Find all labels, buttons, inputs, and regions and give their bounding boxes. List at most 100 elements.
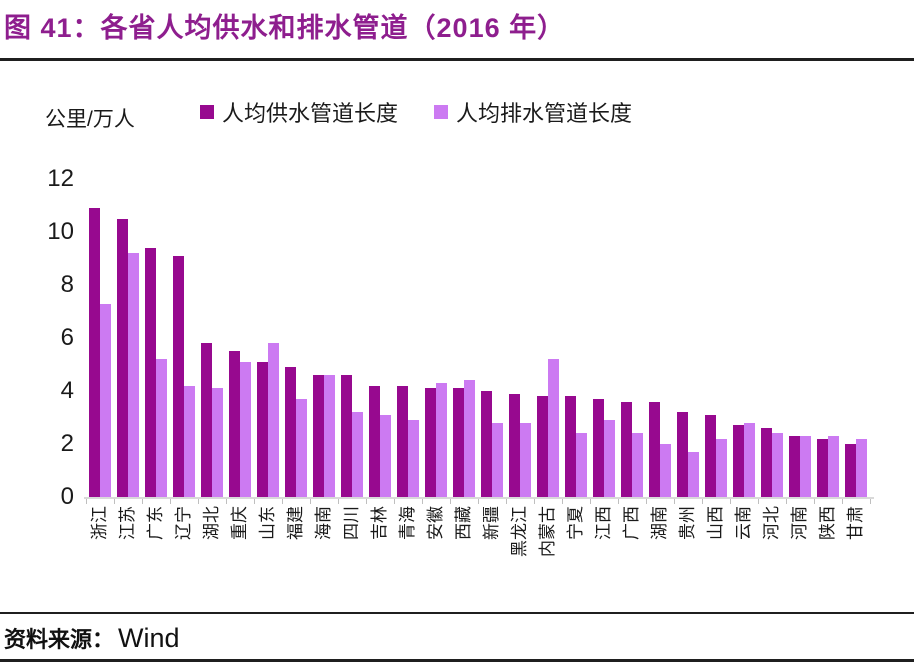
drainage-bar-山西: [716, 439, 727, 497]
drainage-bar-河北: [772, 433, 783, 497]
x-axis-tick: [870, 499, 871, 504]
y-axis-tick-label: 8: [60, 271, 74, 298]
x-axis-tick: [422, 499, 423, 504]
drainage-series-label: 人均排水管道长度: [456, 101, 633, 126]
supply-bar-江西: [593, 399, 604, 497]
legend-item-supply: 人均供水管道长度: [200, 96, 398, 128]
supply-bar-江苏: [117, 219, 128, 497]
x-axis-tick: [170, 499, 171, 504]
drainage-bar-四川: [352, 412, 363, 497]
x-axis-label-福建: 福建: [286, 506, 305, 540]
x-axis-label-河南: 河南: [790, 506, 809, 540]
supply-bar-浙江: [89, 208, 100, 497]
y-axis-tick-label: 6: [60, 324, 74, 351]
x-axis-tick: [646, 499, 647, 504]
drainage-bar-安徽: [436, 383, 447, 497]
drainage-bar-新疆: [492, 423, 503, 497]
x-axis-label-云南: 云南: [734, 506, 753, 540]
x-axis-tick: [366, 499, 367, 504]
supply-bar-宁夏: [565, 396, 576, 497]
x-axis-tick: [142, 499, 143, 504]
x-axis-tick: [702, 499, 703, 504]
x-axis-label-海南: 海南: [314, 506, 333, 540]
y-axis-unit-label: 公里/万人: [45, 108, 135, 131]
x-axis-label-甘肃: 甘肃: [846, 506, 865, 540]
supply-bar-广东: [145, 248, 156, 497]
x-axis-label-江苏: 江苏: [118, 506, 137, 540]
supply-bar-四川: [341, 375, 352, 497]
supply-bar-青海: [397, 386, 408, 497]
drainage-bar-云南: [744, 423, 755, 497]
x-axis-tick: [114, 499, 115, 504]
x-axis-label-贵州: 贵州: [678, 506, 697, 540]
supply-bar-山西: [705, 415, 716, 497]
drainage-bar-广东: [156, 359, 167, 497]
supply-bar-云南: [733, 425, 744, 497]
x-axis-label-青海: 青海: [398, 506, 417, 540]
supply-bar-安徽: [425, 388, 436, 497]
source-label: 资料来源：: [4, 627, 115, 652]
drainage-bar-湖北: [212, 388, 223, 497]
x-axis-label-江西: 江西: [594, 506, 613, 540]
bottom-divider: [0, 659, 914, 662]
x-axis-tick: [338, 499, 339, 504]
supply-bar-湖北: [201, 343, 212, 497]
title-divider: [0, 58, 914, 61]
y-axis-tick-label: 12: [47, 165, 74, 192]
drainage-bar-广西: [632, 433, 643, 497]
x-axis-tick: [394, 499, 395, 504]
footer-divider: [0, 612, 914, 614]
x-axis-tick: [310, 499, 311, 504]
x-axis-tick: [478, 499, 479, 504]
source-note: 资料来源： Wind: [4, 622, 180, 654]
x-axis-label-西藏: 西藏: [454, 506, 473, 540]
drainage-bar-贵州: [688, 452, 699, 497]
x-axis-tick: [254, 499, 255, 504]
drainage-bar-江苏: [128, 253, 139, 497]
x-axis-label-山东: 山东: [258, 506, 277, 540]
x-axis-label-陕西: 陕西: [818, 506, 837, 540]
x-axis-label-浙江: 浙江: [90, 506, 109, 540]
x-axis-tick: [198, 499, 199, 504]
supply-bar-西藏: [453, 388, 464, 497]
supply-bar-福建: [285, 367, 296, 497]
y-axis-tick-label: 0: [60, 483, 74, 510]
drainage-bar-海南: [324, 375, 335, 497]
x-axis-label-广西: 广西: [622, 506, 641, 540]
x-axis-label-内蒙古: 内蒙古: [538, 506, 557, 557]
x-axis-label-重庆: 重庆: [230, 506, 249, 540]
x-axis-label-湖南: 湖南: [650, 506, 669, 540]
x-axis-label-广东: 广东: [146, 506, 165, 540]
figure-title: 图 41：各省人均供水和排水管道（2016 年）: [4, 13, 566, 43]
x-axis-tick: [814, 499, 815, 504]
x-axis-tick: [562, 499, 563, 504]
x-axis-label-河北: 河北: [762, 506, 781, 540]
drainage-bar-甘肃: [856, 439, 867, 497]
supply-bar-河南: [789, 436, 800, 497]
supply-bar-贵州: [677, 412, 688, 497]
drainage-bar-湖南: [660, 444, 671, 497]
x-axis-tick: [534, 499, 535, 504]
supply-bar-内蒙古: [537, 396, 548, 497]
x-axis-label-山西: 山西: [706, 506, 725, 540]
drainage-bar-辽宁: [184, 386, 195, 497]
x-axis-tick: [226, 499, 227, 504]
x-axis-line: [84, 497, 874, 499]
legend-item-drainage: 人均排水管道长度: [434, 96, 632, 128]
x-axis-label-新疆: 新疆: [482, 506, 501, 540]
drainage-bar-黑龙江: [520, 423, 531, 497]
x-axis-tick: [282, 499, 283, 504]
supply-bar-吉林: [369, 386, 380, 497]
supply-bar-重庆: [229, 351, 240, 497]
drainage-bar-西藏: [464, 380, 475, 497]
x-axis-tick: [842, 499, 843, 504]
x-axis-tick: [590, 499, 591, 504]
x-axis-label-四川: 四川: [342, 506, 361, 540]
supply-bar-陕西: [817, 439, 828, 497]
supply-bar-新疆: [481, 391, 492, 497]
supply-bar-辽宁: [173, 256, 184, 497]
drainage-bar-内蒙古: [548, 359, 559, 497]
supply-series-swatch: [200, 105, 214, 119]
